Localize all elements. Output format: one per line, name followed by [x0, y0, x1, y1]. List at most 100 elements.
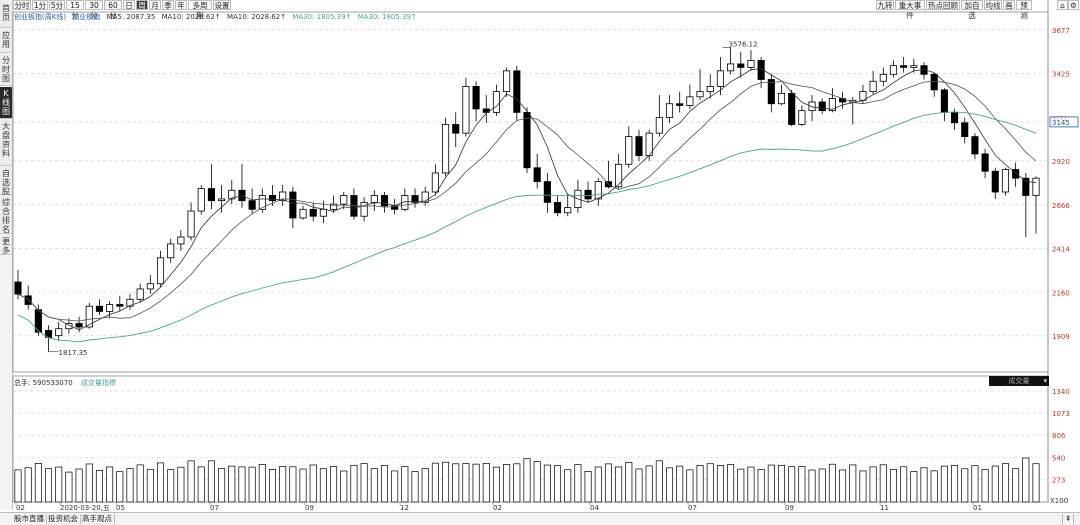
- period-button-7[interactable]: 周: [136, 0, 148, 10]
- candle-down[interactable]: [900, 65, 908, 68]
- candle-up[interactable]: [55, 328, 63, 337]
- sidebar-tab-7[interactable]: 更多: [0, 235, 12, 255]
- candle-up[interactable]: [442, 124, 450, 174]
- candle-down[interactable]: [289, 191, 297, 219]
- index-secondary[interactable]: 创业板指: [72, 13, 101, 21]
- candle-up[interactable]: [889, 65, 898, 75]
- candle-up[interactable]: [462, 86, 470, 134]
- period-button-4[interactable]: 30分: [85, 0, 103, 20]
- candle-down[interactable]: [930, 73, 938, 91]
- candle-up[interactable]: [228, 189, 236, 200]
- volume-indicator[interactable]: 成交量指標: [80, 379, 116, 387]
- period-button-5[interactable]: 60分: [104, 0, 122, 20]
- candle-up[interactable]: [65, 323, 73, 330]
- toolbar-button-1[interactable]: 重大事件: [895, 0, 925, 20]
- toolbar-button-5[interactable]: 画: [1003, 0, 1015, 10]
- candle-up[interactable]: [869, 80, 877, 93]
- candle-up[interactable]: [340, 195, 348, 205]
- period-button-10[interactable]: 年: [175, 0, 187, 10]
- period-button-3[interactable]: 15分: [66, 0, 84, 20]
- period-button-8[interactable]: 月: [149, 0, 161, 10]
- candle-up[interactable]: [319, 208, 327, 217]
- candle-down[interactable]: [981, 153, 989, 172]
- candle-down[interactable]: [95, 305, 103, 312]
- candle-down[interactable]: [788, 92, 796, 125]
- candle-down[interactable]: [248, 200, 256, 210]
- candle-up[interactable]: [777, 92, 786, 105]
- candle-up[interactable]: [106, 304, 114, 312]
- candle-down[interactable]: [951, 111, 959, 124]
- candle-down[interactable]: [472, 86, 480, 110]
- candle-down[interactable]: [971, 136, 979, 155]
- candle-down[interactable]: [961, 122, 969, 138]
- toolbar-button-4[interactable]: 均线: [984, 0, 1002, 10]
- candle-down[interactable]: [452, 124, 460, 134]
- candle-down[interactable]: [757, 60, 765, 80]
- sidebar-tab-3[interactable]: K线图: [0, 87, 12, 119]
- sidebar-tab-2[interactable]: 分时图: [0, 54, 12, 86]
- sidebar-tab-1[interactable]: 应用: [0, 29, 12, 53]
- bottom-tab-2[interactable]: 高手观点: [80, 514, 115, 524]
- settings-icon[interactable]: ⚙: [1068, 0, 1079, 10]
- candle-up[interactable]: [696, 91, 704, 98]
- candle-down[interactable]: [513, 70, 521, 113]
- candle-down[interactable]: [543, 181, 551, 203]
- candle-down[interactable]: [411, 195, 419, 203]
- sidebar-tab-6[interactable]: 综合排名: [0, 196, 12, 234]
- candle-up[interactable]: [218, 198, 226, 202]
- candle-up[interactable]: [625, 136, 633, 165]
- toolbar-button-0[interactable]: 九转: [876, 0, 894, 10]
- candle-up[interactable]: [85, 305, 93, 328]
- candle-up[interactable]: [686, 96, 694, 106]
- candle-up[interactable]: [167, 243, 175, 259]
- toolbar-button-2[interactable]: 热点回顾: [926, 0, 960, 10]
- candle-up[interactable]: [401, 195, 409, 210]
- candle-down[interactable]: [635, 136, 643, 157]
- sidebar-tab-5[interactable]: 自选股: [0, 167, 12, 196]
- candle-up[interactable]: [360, 201, 368, 217]
- candle-down[interactable]: [737, 63, 745, 68]
- candle-down[interactable]: [553, 201, 562, 214]
- candle-down[interactable]: [1012, 169, 1020, 179]
- candle-up[interactable]: [156, 257, 165, 285]
- candle-up[interactable]: [594, 181, 602, 200]
- candle-up[interactable]: [879, 73, 887, 82]
- volume-dropdown[interactable]: 成交量 ▾: [989, 376, 1049, 386]
- period-button-9[interactable]: 季: [162, 0, 174, 10]
- bottom-tab-0[interactable]: 股市直播: [12, 514, 47, 524]
- sidebar-tab-4[interactable]: 大盘资料: [0, 120, 12, 166]
- candle-up[interactable]: [421, 191, 429, 203]
- candle-down[interactable]: [818, 101, 826, 112]
- candle-down[interactable]: [991, 170, 999, 193]
- candle-up[interactable]: [665, 103, 674, 118]
- candle-down[interactable]: [116, 304, 124, 307]
- candle-up[interactable]: [299, 208, 307, 219]
- candle-down[interactable]: [940, 89, 948, 113]
- candle-down[interactable]: [523, 111, 531, 169]
- candle-up[interactable]: [615, 163, 623, 188]
- candle-up[interactable]: [1001, 169, 1010, 193]
- toolbar-button-3[interactable]: 加自选: [961, 0, 983, 20]
- candle-up[interactable]: [187, 210, 195, 238]
- candle-up[interactable]: [370, 195, 378, 203]
- candle-down[interactable]: [676, 103, 684, 106]
- bottom-tab-1[interactable]: 投资机会: [46, 514, 81, 524]
- candle-up[interactable]: [727, 63, 735, 72]
- period-button-12[interactable]: 设置: [213, 0, 231, 10]
- candle-down[interactable]: [380, 195, 389, 207]
- period-button-0[interactable]: 分时: [13, 0, 31, 10]
- candle-down[interactable]: [24, 295, 32, 305]
- sidebar-tab-0[interactable]: 首页: [0, 2, 12, 28]
- candle-up[interactable]: [431, 172, 439, 193]
- candle-down[interactable]: [767, 79, 775, 105]
- candle-up[interactable]: [808, 101, 816, 112]
- period-button-1[interactable]: 1分: [32, 0, 48, 10]
- candle-up[interactable]: [279, 191, 287, 202]
- period-button-2[interactable]: 5分: [49, 0, 65, 10]
- candle-down[interactable]: [207, 188, 215, 202]
- candle-up[interactable]: [503, 70, 511, 93]
- candle-up[interactable]: [492, 91, 501, 113]
- candle-up[interactable]: [330, 203, 338, 210]
- candle-down[interactable]: [14, 281, 22, 295]
